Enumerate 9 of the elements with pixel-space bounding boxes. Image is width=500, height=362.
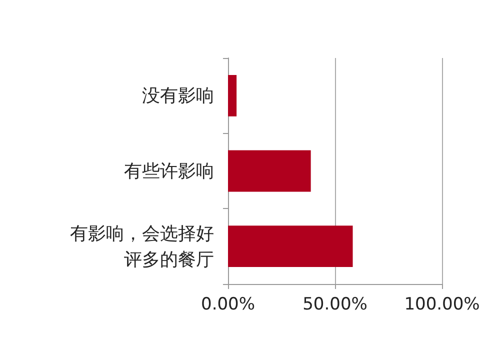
x-tick-label: 50.00% bbox=[302, 294, 368, 314]
x-tick-label: 0.00% bbox=[200, 294, 256, 314]
y-tick-label: 没有影响 bbox=[142, 86, 214, 106]
x-tick-label: 100.00% bbox=[404, 294, 480, 314]
y-tick-label: 有些许影响 bbox=[124, 161, 214, 181]
bar bbox=[228, 74, 237, 116]
bar bbox=[228, 150, 311, 192]
bar bbox=[228, 226, 353, 268]
y-tick-label: 有影响，会选择好评多的餐厅 bbox=[70, 223, 214, 270]
